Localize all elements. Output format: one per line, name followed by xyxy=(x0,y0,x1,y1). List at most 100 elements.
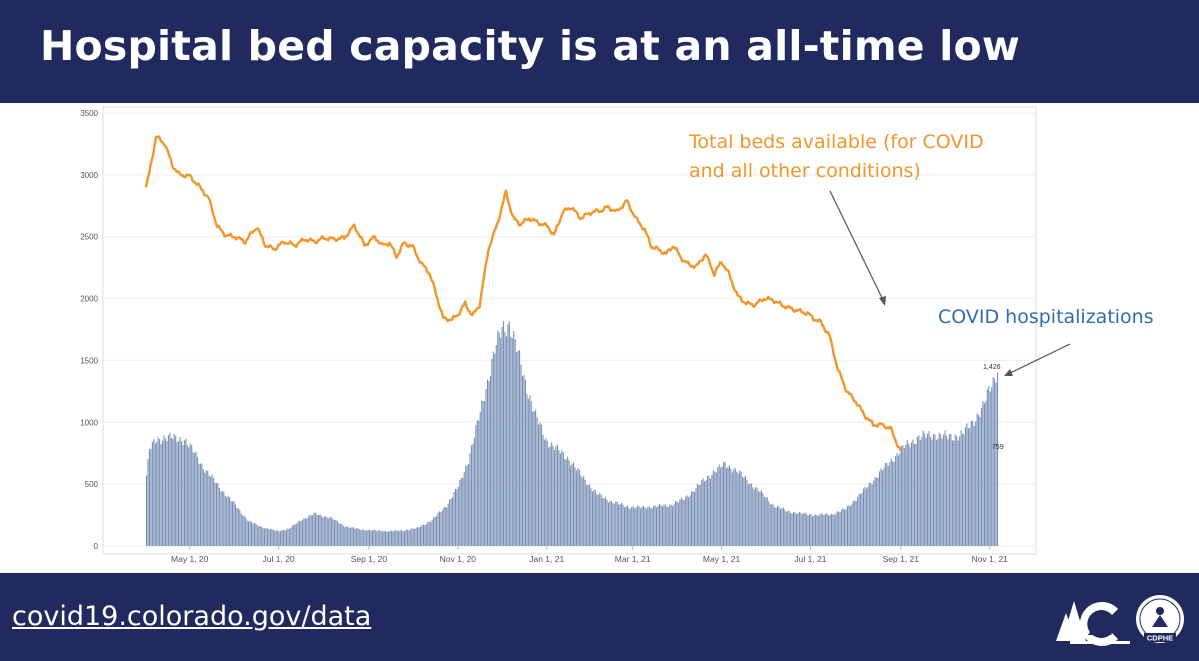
hospitalization-bar xyxy=(465,465,467,546)
hospitalization-bar xyxy=(497,330,499,546)
hospitalization-bar xyxy=(261,526,263,546)
hospitalization-bar xyxy=(596,494,598,546)
hospitalization-bar xyxy=(516,352,518,546)
hospitalization-bar xyxy=(297,521,299,546)
hospitalization-bar xyxy=(513,330,515,546)
hospitalization-bar xyxy=(414,528,416,546)
hospitalization-bar xyxy=(360,530,362,546)
hospitalization-bar xyxy=(975,421,977,546)
hospitalization-bar xyxy=(345,526,347,546)
hospitalization-bar xyxy=(727,467,729,546)
x-tick-label: Sep 1, 20 xyxy=(351,554,388,564)
hospitalization-bar xyxy=(708,476,710,546)
hospitalization-bar xyxy=(249,520,251,546)
hospitalization-bar xyxy=(813,515,815,546)
hospitalization-bar xyxy=(865,488,867,546)
x-axis-ticks: May 1, 20 Jul 1, 20 Sep 1, 20 Nov 1, 20 Jan … xyxy=(171,546,1008,564)
hospitalization-bar xyxy=(575,470,577,546)
slide-footer: covid19.colorado.gov/data CDPHE xyxy=(0,573,1199,661)
hospitalization-bar xyxy=(495,345,497,546)
hospitalization-bar xyxy=(494,353,496,546)
hospitalization-bar xyxy=(731,472,733,546)
hospitalization-bar xyxy=(791,513,793,546)
hospitalization-bar xyxy=(393,530,395,546)
hospitalization-bar xyxy=(994,378,996,546)
hospitalization-bar xyxy=(760,490,763,546)
hospitalization-bar xyxy=(447,503,449,546)
hospitalization-bar xyxy=(676,501,678,546)
hospitalization-bar xyxy=(600,494,602,546)
hospitalization-bar xyxy=(315,512,317,546)
slide-title: Hospital bed capacity is at an all-time … xyxy=(40,22,1020,70)
hospitalization-bar xyxy=(674,501,677,546)
hospitalization-bar xyxy=(842,508,844,546)
hospitalization-bar xyxy=(570,465,572,546)
hospitalization-bar xyxy=(421,525,423,546)
hospitalization-bar xyxy=(310,515,312,546)
hospitalization-bar xyxy=(294,524,296,546)
hospitalization-bar xyxy=(462,477,464,546)
hospitalization-bar xyxy=(246,520,248,546)
hospitalization-bar xyxy=(763,497,765,546)
hospitalization-bar xyxy=(411,528,413,546)
hospitalization-bar xyxy=(599,493,601,546)
hospitalization-bar xyxy=(801,514,803,546)
hospitalization-bar xyxy=(233,501,235,546)
hospitalization-bar xyxy=(325,516,327,546)
hospitalization-bar xyxy=(441,510,443,546)
hospitalization-bar xyxy=(389,530,391,546)
hospitalization-bar xyxy=(819,514,821,546)
hospitalization-bar xyxy=(214,482,216,546)
hospitalization-bar xyxy=(163,435,165,546)
hospitalization-bar xyxy=(554,449,556,546)
hospitalization-bar xyxy=(368,529,371,546)
hospitalization-bar xyxy=(980,407,983,546)
hospitalization-bar xyxy=(412,528,414,546)
hospitalization-bar xyxy=(335,519,337,546)
hospitalization-bar xyxy=(704,481,706,546)
hospitalization-bar xyxy=(995,382,997,546)
hospitalization-bar xyxy=(527,398,529,546)
y-tick-label: 2500 xyxy=(80,233,98,242)
hospitalization-bar xyxy=(446,507,448,546)
hospitalization-bar xyxy=(750,483,752,546)
hospitalization-bar xyxy=(322,517,324,546)
last-hosp-label: 1,426 xyxy=(983,364,1001,371)
hospitalization-bar xyxy=(167,435,169,546)
hospitalization-bar xyxy=(424,525,426,546)
hospitalization-bar xyxy=(946,435,948,546)
hospitalization-bar xyxy=(747,484,749,546)
hospitalization-bar xyxy=(551,442,553,546)
hospitalization-bar xyxy=(937,438,939,546)
hospitalization-bar xyxy=(739,470,741,546)
hospitalization-bar xyxy=(300,521,302,546)
hospitalization-bar xyxy=(280,531,282,546)
hospitalization-bar xyxy=(892,460,894,546)
hospitalization-bar xyxy=(616,501,618,546)
hospitalization-bar xyxy=(587,485,589,546)
hospitalization-bar xyxy=(841,509,843,546)
hospitalization-bar xyxy=(380,531,382,546)
hospitalization-bar xyxy=(954,434,956,546)
hospitalization-bar xyxy=(221,490,223,546)
hospitalization-bar xyxy=(265,527,267,546)
hospitalization-bar xyxy=(728,465,730,546)
hosp-callout: COVID hospitalizations xyxy=(938,306,1154,328)
hospitalization-bar xyxy=(248,521,250,546)
hospitalization-bar xyxy=(217,483,219,546)
hospitalization-bar xyxy=(333,520,336,546)
hospitalization-bar xyxy=(686,495,688,546)
y-axis-ticks: 0 500 1000 1500 2000 2500 3000 3500 xyxy=(80,109,98,551)
hospitalization-bar xyxy=(230,501,232,546)
hospitalization-bar xyxy=(306,518,308,546)
hospitalization-bar xyxy=(555,446,557,546)
hospitalization-bar xyxy=(201,463,203,546)
hospitalization-bar xyxy=(653,505,655,546)
hospitalization-bar xyxy=(577,468,579,546)
hospitalization-bar xyxy=(361,529,363,546)
hospitalization-bar xyxy=(714,471,716,546)
data-site-link[interactable]: covid19.colorado.gov/data xyxy=(12,601,372,632)
hospitalization-bar xyxy=(992,377,994,546)
hospitalization-bar xyxy=(950,434,952,546)
hospitalization-bar xyxy=(357,528,359,546)
